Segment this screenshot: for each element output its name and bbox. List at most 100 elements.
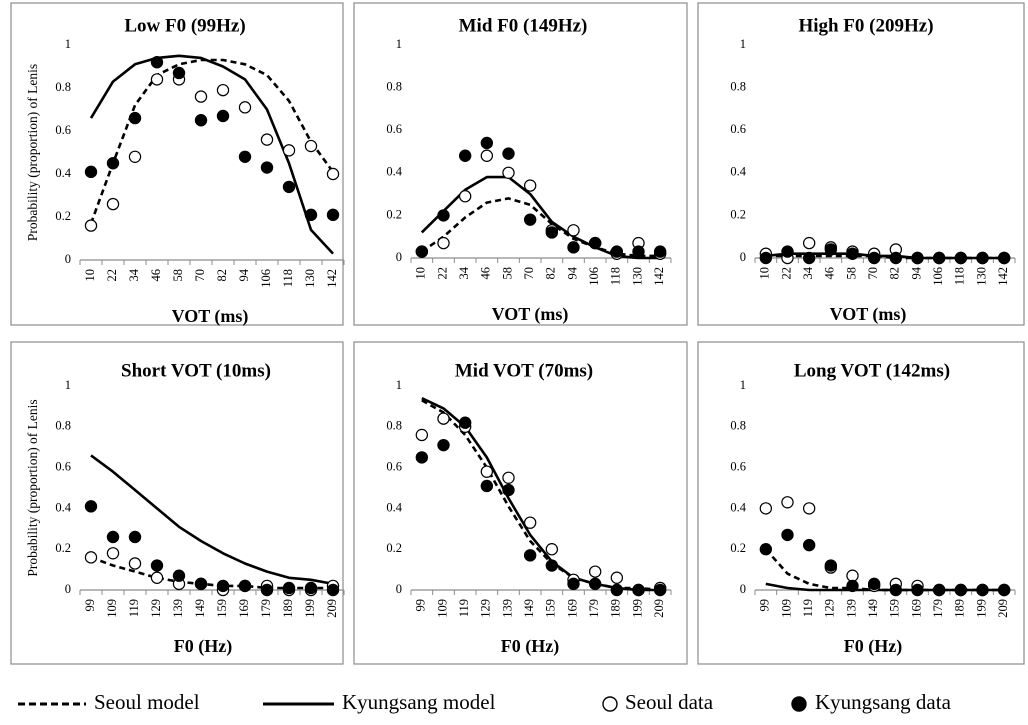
y-tick-label: 0.4 <box>55 500 71 514</box>
legend-seoul-model-label: Seoul model <box>94 690 200 714</box>
x-tick-label: 22 <box>435 267 449 280</box>
kyungsang-data-point <box>415 451 429 464</box>
y-tick-label: 0.4 <box>386 500 402 514</box>
kyungsang-data-point <box>437 438 450 452</box>
kyungsang-data-point <box>759 251 773 265</box>
panel-frame <box>10 341 344 665</box>
y-tick-label: 1 <box>396 378 402 392</box>
seoul-data-point <box>326 167 340 181</box>
y-tick-label: 0.2 <box>55 209 71 223</box>
chart-panel-3: High F0 (209Hz) 0 0.2 0.4 0.6 0.8 1 10 22 34 46 58 7… <box>697 2 1025 326</box>
kyungsang-data-point <box>304 581 318 595</box>
x-tick-label: 159 <box>215 599 229 618</box>
kyungsang-data-point <box>437 209 450 222</box>
x-axis-label: F0 (Hz) <box>501 636 559 657</box>
seoul-data-point <box>437 412 450 425</box>
x-tick-label: 70 <box>193 269 207 282</box>
x-tick-label: 58 <box>171 269 185 282</box>
kyungsang-data-point <box>954 251 968 265</box>
kyungsang-data-point <box>889 251 903 265</box>
x-tick-label: 142 <box>325 269 339 288</box>
y-tick-label: 0.8 <box>730 419 746 433</box>
kyungsang-data-point <box>632 245 645 258</box>
seoul-data-point <box>802 236 816 250</box>
x-tick-label: 34 <box>801 266 815 279</box>
y-tick-label: 0 <box>740 582 746 596</box>
kyungsang-data-point <box>588 236 602 250</box>
seoul-data-point <box>216 83 230 97</box>
kyungsang-data-point <box>194 577 208 591</box>
x-tick-label: 10 <box>83 269 97 282</box>
y-tick-label: 0.8 <box>386 419 402 433</box>
x-tick-label: 82 <box>215 269 229 282</box>
kyungsang-data-point <box>911 583 924 597</box>
y-tick-label: 1 <box>65 378 71 392</box>
x-tick-label: 189 <box>953 599 967 618</box>
kyungsang-data-point <box>997 251 1011 265</box>
kyungsang-data-point <box>458 416 472 429</box>
x-tick-label: 10 <box>758 267 772 280</box>
x-tick-label: 142 <box>996 267 1010 286</box>
legend-seoul-data-label: Seoul data <box>625 690 714 714</box>
kyungsang-data-point <box>502 147 515 160</box>
x-axis-label: F0 (Hz) <box>844 636 902 657</box>
x-tick-label: 109 <box>105 599 119 618</box>
y-tick-label: 0.2 <box>55 541 71 555</box>
x-tick-label: 106 <box>259 269 273 288</box>
kyungsang-data-point <box>954 583 968 597</box>
x-tick-label: 129 <box>149 599 163 618</box>
x-tick-label: 46 <box>823 267 837 280</box>
x-axis-label: VOT (ms) <box>830 304 907 325</box>
seoul-data-point <box>567 224 580 237</box>
x-tick-label: 119 <box>457 599 471 617</box>
seoul-data-point <box>781 496 794 509</box>
kyungsang-data-point <box>480 136 494 150</box>
kyungsang-data-point <box>567 577 580 591</box>
x-tick-label: 119 <box>127 599 141 617</box>
chart-title: Low F0 (99Hz) <box>124 15 245 36</box>
x-tick-label: 118 <box>281 269 295 287</box>
kyungsang-data-point <box>824 243 838 256</box>
x-tick-label: 99 <box>758 599 772 612</box>
y-tick-label: 0.6 <box>730 459 746 473</box>
panel-frame <box>353 2 688 326</box>
kyungsang-data-point <box>523 213 537 226</box>
kyungsang-data-point <box>802 251 816 265</box>
kyungsang-data-point <box>997 583 1011 597</box>
seoul-data-point <box>523 516 537 529</box>
y-axis-label: Probability (proportion) of Lenis <box>25 64 40 241</box>
seoul-data-point <box>84 219 98 232</box>
x-tick-label: 169 <box>237 599 251 618</box>
kyungsang-data-point <box>653 245 667 258</box>
y-tick-label: 0.6 <box>386 459 402 473</box>
kyungsang-data-point <box>781 245 794 258</box>
x-tick-label: 118 <box>609 267 623 285</box>
chart-title: Short VOT (10ms) <box>121 360 271 381</box>
legend: Seoul model Kyungsang model Seoul data Kyun… <box>18 690 952 714</box>
x-tick-label: 209 <box>996 599 1010 618</box>
kyungsang-data-point <box>304 208 318 222</box>
kyungsang-data-point <box>911 251 924 265</box>
kyungsang-data-point <box>759 543 773 556</box>
x-tick-label: 139 <box>500 599 514 618</box>
kyungsang-data-point <box>326 208 340 222</box>
kyungsang-data-point <box>932 583 946 597</box>
seoul-data-point <box>502 166 515 179</box>
seoul-data-point <box>415 428 429 442</box>
panel-frame <box>353 341 688 665</box>
x-tick-label: 149 <box>193 599 207 618</box>
kyungsang-data-point <box>282 581 296 595</box>
x-tick-label: 139 <box>844 599 858 618</box>
x-tick-label: 159 <box>888 599 902 618</box>
x-tick-label: 106 <box>587 267 601 286</box>
kyungsang-data-point <box>84 500 98 513</box>
seoul-data-point <box>588 565 602 578</box>
y-tick-label: 0.8 <box>55 80 71 94</box>
x-tick-label: 94 <box>909 266 923 279</box>
y-tick-label: 1 <box>396 37 402 51</box>
kyungsang-data-point <box>653 583 667 597</box>
kyungsang-data-point <box>238 150 252 163</box>
x-axis-label: VOT (ms) <box>492 304 569 325</box>
x-tick-label: 130 <box>974 267 988 286</box>
